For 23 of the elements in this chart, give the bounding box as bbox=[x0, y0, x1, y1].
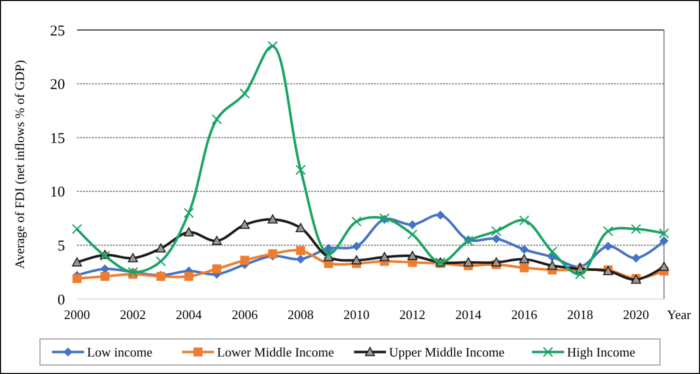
legend-label: Low income bbox=[87, 344, 153, 360]
x-tick-label: 2000 bbox=[64, 307, 90, 322]
y-axis-title: Average of FDI (net inflows % of GDP) bbox=[12, 60, 27, 269]
x-tick-label: 2008 bbox=[288, 307, 314, 322]
y-tick-label: 0 bbox=[58, 292, 65, 308]
x-axis-title: Year bbox=[667, 307, 692, 322]
x-tick-label: 2016 bbox=[511, 307, 538, 322]
x-tick-label: 2012 bbox=[399, 307, 426, 322]
legend-label: High Income bbox=[567, 344, 636, 360]
y-tick-label: 20 bbox=[50, 77, 65, 94]
x-tick-label: 2006 bbox=[232, 307, 258, 322]
legend-label: Lower Middle Income bbox=[217, 344, 334, 360]
legend-label: Upper Middle Income bbox=[389, 344, 505, 360]
x-tick-label: 2020 bbox=[623, 307, 650, 322]
x-tick-label: 2010 bbox=[344, 307, 370, 322]
y-tick-label: 15 bbox=[50, 130, 65, 147]
x-tick-label: 2004 bbox=[176, 307, 202, 322]
x-tick-label: 2002 bbox=[120, 307, 146, 322]
y-tick-label: 10 bbox=[50, 184, 65, 201]
y-tick-label: 5 bbox=[58, 238, 65, 254]
x-tick-label: 2018 bbox=[567, 307, 594, 322]
y-tick-label: 25 bbox=[50, 23, 65, 40]
x-tick-label: 2014 bbox=[455, 307, 482, 322]
